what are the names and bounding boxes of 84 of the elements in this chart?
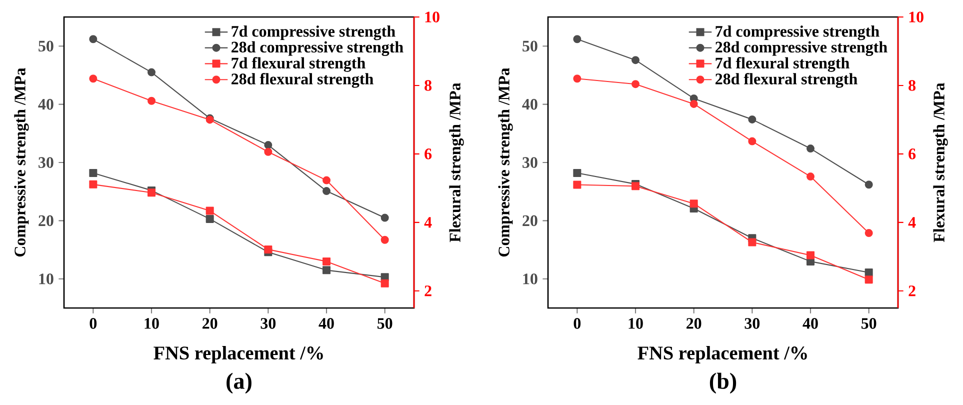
- y-tick-label: 50: [38, 40, 54, 52]
- text: (b): [710, 372, 736, 394]
- x-axis-title: FNS replacement /%: [154, 346, 323, 364]
- x-tick-label: 10: [144, 318, 159, 329]
- legend-label: 7d flexural strength: [716, 57, 850, 72]
- point: [89, 168, 98, 177]
- y2-tick-label: 8: [424, 80, 432, 91]
- legend-label: 7d compressive strength: [232, 26, 396, 40]
- x-tick-label: 30: [260, 318, 276, 329]
- text: (a): [226, 372, 252, 394]
- point: [632, 80, 640, 88]
- y-tick-label: 40: [38, 98, 54, 110]
- point: [206, 214, 214, 223]
- y-axis-title: Compressive strength /MPa: [498, 68, 513, 257]
- point: [264, 245, 272, 254]
- y-axis-title: Compressive strength /MPa: [14, 68, 29, 257]
- legend-label: 28d compressive strength: [716, 41, 888, 56]
- point: [322, 257, 331, 266]
- point: [748, 238, 756, 246]
- point: [748, 137, 756, 146]
- point: [748, 115, 756, 124]
- x-tick-label: 0: [574, 318, 581, 329]
- legend-label: 28d flexural strength: [232, 72, 374, 88]
- point: [264, 148, 272, 156]
- y-tick-label: 50: [522, 40, 538, 52]
- point: [690, 200, 698, 208]
- point: [322, 176, 331, 184]
- y-tick-label: 10: [523, 274, 538, 284]
- y-tick-label: 30: [38, 157, 54, 168]
- y-tick-label: 20: [38, 215, 54, 226]
- x-tick-label: 0: [90, 318, 97, 329]
- point: [206, 206, 214, 215]
- y2-tick-label: 8: [908, 80, 916, 91]
- y-tick-label: 20: [522, 215, 538, 226]
- x-tick-label: 50: [861, 318, 876, 329]
- y2-tick-label: 6: [424, 148, 432, 160]
- x-tick-label: 10: [628, 318, 643, 329]
- y2-axis-title: Flexural strength /MPa: [933, 82, 948, 242]
- point: [806, 251, 815, 260]
- point: [864, 276, 873, 284]
- point: [806, 144, 815, 153]
- point: [148, 188, 156, 197]
- legend-label: 28d compressive strength: [232, 41, 404, 56]
- point: [322, 187, 331, 196]
- point: [573, 74, 582, 83]
- y2-tick-label: 4: [908, 217, 916, 228]
- legend-label: 7d compressive strength: [716, 26, 880, 40]
- point: [322, 266, 331, 274]
- point: [806, 172, 815, 181]
- point: [690, 100, 698, 108]
- y2-tick-label: 10: [425, 12, 440, 22]
- y2-tick-label: 10: [909, 12, 924, 22]
- x-tick-label: 40: [318, 318, 334, 329]
- y2-tick-label: 6: [908, 148, 916, 160]
- point: [573, 35, 582, 44]
- point: [148, 68, 156, 76]
- x-tick-label: 20: [202, 318, 218, 329]
- point: [148, 96, 156, 105]
- y-tick-label: 30: [522, 157, 538, 168]
- legend-label: 7d flexural strength: [232, 57, 366, 72]
- point: [380, 279, 389, 288]
- point: [380, 214, 389, 222]
- point: [632, 56, 640, 64]
- point: [89, 35, 98, 44]
- point: [864, 180, 873, 189]
- x-tick-label: 40: [802, 318, 818, 329]
- point: [380, 236, 389, 244]
- y-tick-label: 10: [39, 274, 54, 284]
- point: [864, 229, 873, 238]
- y2-tick-label: 2: [424, 286, 432, 296]
- y2-tick-label: 4: [424, 217, 432, 228]
- point: [573, 180, 582, 189]
- y-tick-label: 40: [522, 98, 538, 110]
- x-tick-label: 20: [686, 318, 702, 329]
- legend-label: 28d flexural strength: [716, 72, 858, 88]
- y2-axis-title: Flexural strength /MPa: [449, 82, 464, 242]
- y2-tick-label: 2: [908, 286, 916, 296]
- point: [89, 74, 98, 83]
- point: [264, 141, 272, 150]
- x-tick-label: 50: [377, 318, 392, 329]
- point: [89, 180, 98, 188]
- x-tick-label: 30: [744, 318, 760, 329]
- x-axis-title: FNS replacement /%: [638, 346, 807, 364]
- point: [573, 168, 582, 177]
